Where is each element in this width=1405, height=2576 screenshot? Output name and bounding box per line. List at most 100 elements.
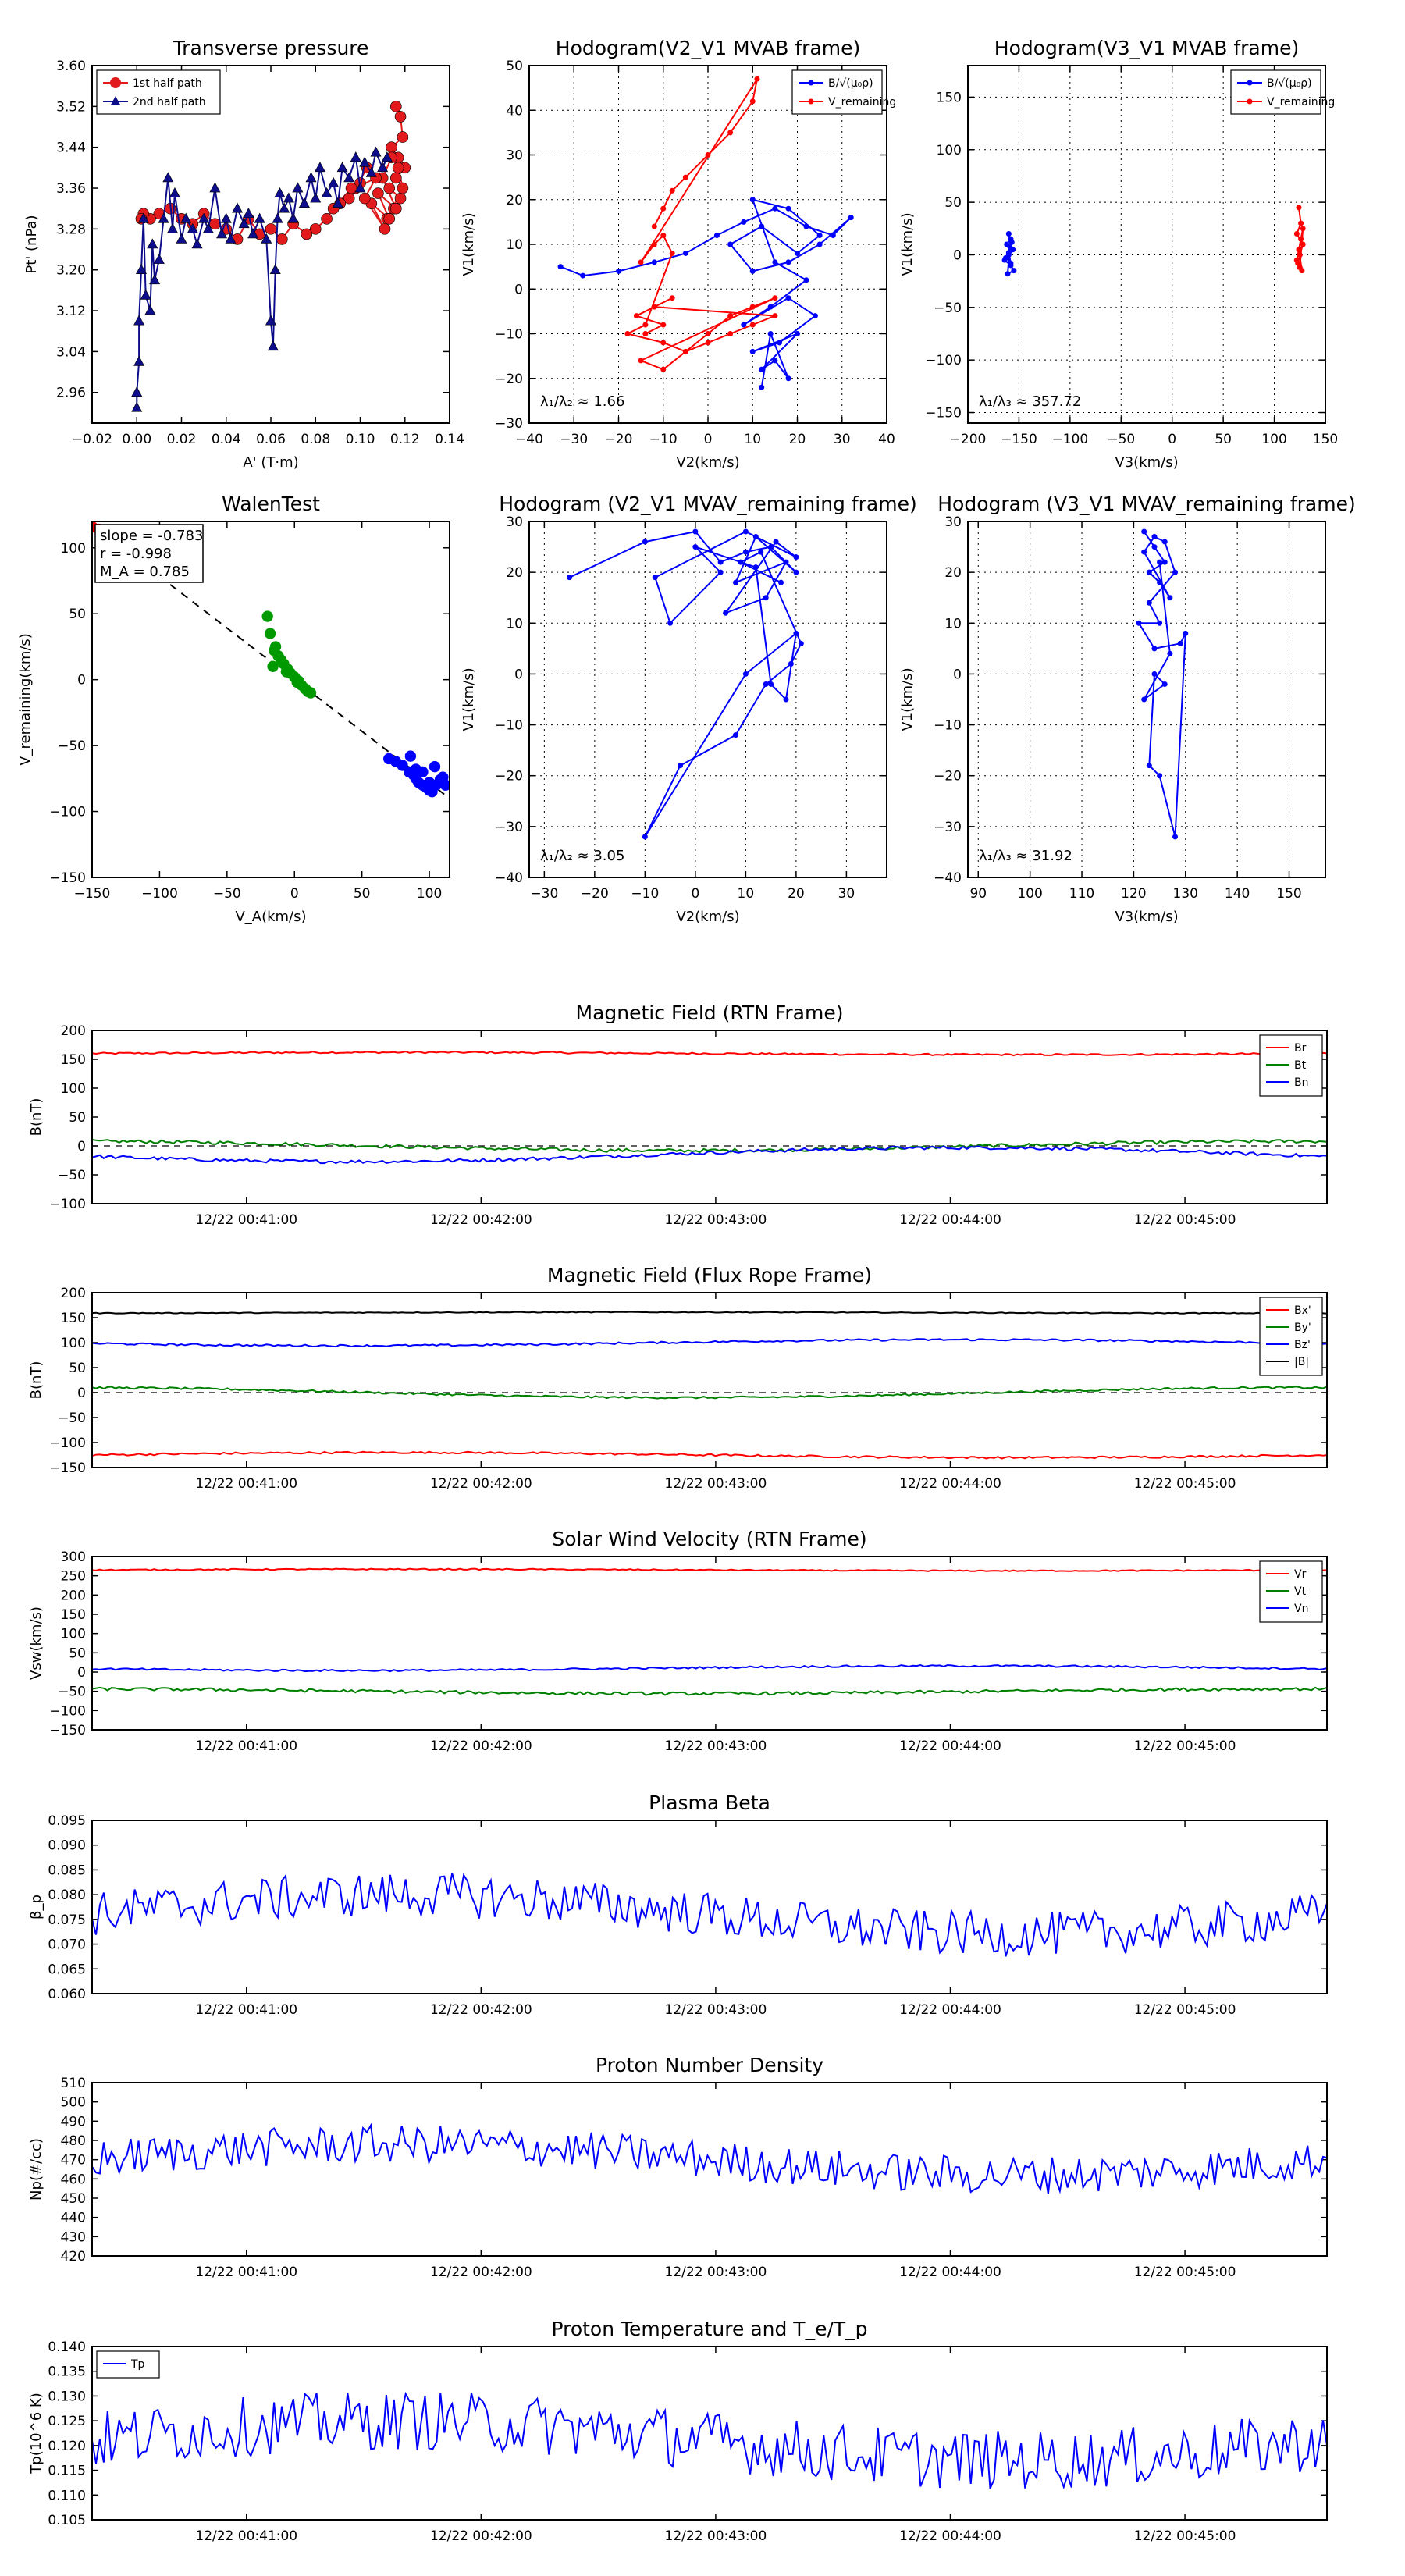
- x-tick-label: 12/22 00:41:00: [195, 1476, 297, 1492]
- data-point: [651, 259, 657, 265]
- y-tick-label: 0.060: [48, 1987, 86, 2002]
- plot-frame: [91, 2082, 1328, 2257]
- data-point: [763, 595, 769, 601]
- data-point: [209, 218, 221, 230]
- y-tick-label: 0.075: [48, 1912, 86, 1928]
- x-tick-label: 130: [1173, 886, 1198, 902]
- data-point: [232, 202, 244, 213]
- data-point: [772, 358, 778, 364]
- y-tick-label: 30: [506, 148, 523, 164]
- x-tick-label: 140: [1225, 886, 1250, 902]
- chart-title: Hodogram(V3_V1 MVAB frame): [994, 37, 1299, 59]
- legend-marker: [808, 98, 814, 105]
- data-point: [642, 539, 648, 545]
- data-point: [660, 205, 667, 212]
- y-tick-label: 2.96: [56, 386, 86, 401]
- x-tick-label: 12/22 00:42:00: [430, 1212, 532, 1228]
- data-point: [153, 253, 165, 264]
- x-tick-label: −40: [515, 432, 543, 447]
- x-tick-label: 12/22 00:44:00: [899, 2528, 1001, 2544]
- data-point: [1172, 834, 1179, 840]
- y-tick-label: 150: [61, 1311, 86, 1326]
- data-point: [1157, 559, 1163, 565]
- y-tick-label: 0: [953, 247, 962, 263]
- data-point: [682, 250, 688, 256]
- plot-area: [92, 2391, 1327, 2490]
- data-point: [267, 660, 279, 673]
- data-point: [389, 172, 402, 184]
- data-point: [1172, 569, 1179, 575]
- x-tick-label: 0: [691, 886, 699, 902]
- chart-pt: Transverse pressure 2.96 3.04 3.12 3.20 3.28 3…: [23, 37, 464, 471]
- legend: Bx' By' Bz' |B|: [1259, 1297, 1323, 1376]
- chart-h1: Hodogram(V2_V1 MVAB frame) −30 −20 −10 0 10 20…: [461, 37, 896, 471]
- legend-label: 1st half path: [133, 77, 202, 90]
- data-point: [633, 313, 639, 319]
- data-point: [651, 223, 657, 229]
- x-tick-label: 10: [738, 886, 755, 902]
- y-axis-label: Tp(10^6 K): [28, 2393, 44, 2474]
- y-tick-label: 0.120: [48, 2439, 86, 2454]
- plot-frame: [91, 65, 450, 424]
- data-point: [354, 182, 366, 193]
- x-tick-label: 30: [838, 886, 855, 902]
- x-tick-label: 0.02: [167, 432, 197, 447]
- y-tick-label: 0.110: [48, 2488, 86, 2503]
- x-axis-label: V3(km/s): [1115, 909, 1178, 925]
- chart-title: Hodogram(V2_V1 MVAB frame): [556, 37, 860, 59]
- data-point: [133, 355, 145, 366]
- x-tick-label: 0: [1168, 432, 1176, 447]
- data-point: [793, 569, 799, 575]
- data-point: [638, 358, 644, 364]
- data-point: [557, 264, 564, 270]
- y-axis-label: B(nT): [28, 1361, 44, 1400]
- series-line-bz: [92, 1338, 1327, 1348]
- data-point: [773, 539, 779, 545]
- x-tick-label: −50: [213, 886, 241, 902]
- x-tick-label: 0.12: [390, 432, 420, 447]
- series-line-vr: [92, 1567, 1327, 1572]
- legend-label: Br: [1294, 1042, 1307, 1055]
- data-point: [772, 295, 778, 301]
- data-point: [383, 182, 396, 194]
- legend: 1st half path 2nd half path: [96, 69, 221, 115]
- data-point: [1293, 257, 1300, 263]
- y-tick-label: 440: [61, 2211, 86, 2226]
- y-tick-label: 3.36: [56, 181, 86, 197]
- x-tick-label: 12/22 00:44:00: [899, 1476, 1001, 1492]
- x-tick-label: 0.10: [346, 432, 375, 447]
- data-point: [225, 233, 237, 244]
- x-tick-label: −10: [631, 886, 659, 902]
- data-point: [304, 687, 317, 699]
- legend-label: Vn: [1294, 1603, 1308, 1615]
- data-point: [1141, 696, 1147, 703]
- data-point: [778, 579, 784, 585]
- data-point: [1151, 544, 1158, 550]
- data-point: [785, 375, 791, 382]
- data-point: [336, 162, 348, 173]
- y-tick-label: 3.60: [56, 59, 86, 74]
- plot-frame: [528, 521, 887, 878]
- x-tick-label: 12/22 00:43:00: [665, 2265, 767, 2280]
- data-point: [705, 340, 711, 346]
- plot-area: [92, 1051, 1327, 1165]
- y-tick-label: 3.52: [56, 99, 86, 115]
- x-tick-label: 12/22 00:41:00: [195, 2528, 297, 2544]
- data-point: [202, 222, 214, 233]
- data-point: [314, 162, 325, 173]
- chart-title: Proton Temperature and T_e/T_p: [551, 2318, 867, 2340]
- data-point: [261, 610, 273, 622]
- y-tick-label: 460: [61, 2172, 86, 2187]
- y-tick-label: 100: [61, 1081, 86, 1097]
- data-point: [1297, 265, 1303, 271]
- chart-h4: Hodogram (V3_V1 MVAV_remaining frame) −40…: [899, 493, 1356, 925]
- ratio-annotation: λ₁/λ₃ ≈ 357.72: [979, 393, 1081, 410]
- y-tick-label: 0.085: [48, 1863, 86, 1878]
- plot-area: [1001, 205, 1306, 277]
- y-tick-label: 470: [61, 2153, 86, 2169]
- x-tick-label: −200: [950, 432, 987, 447]
- series-line-0: [560, 198, 852, 388]
- y-tick-label: 30: [506, 514, 523, 530]
- data-point: [1300, 226, 1306, 232]
- data-point: [1146, 569, 1152, 575]
